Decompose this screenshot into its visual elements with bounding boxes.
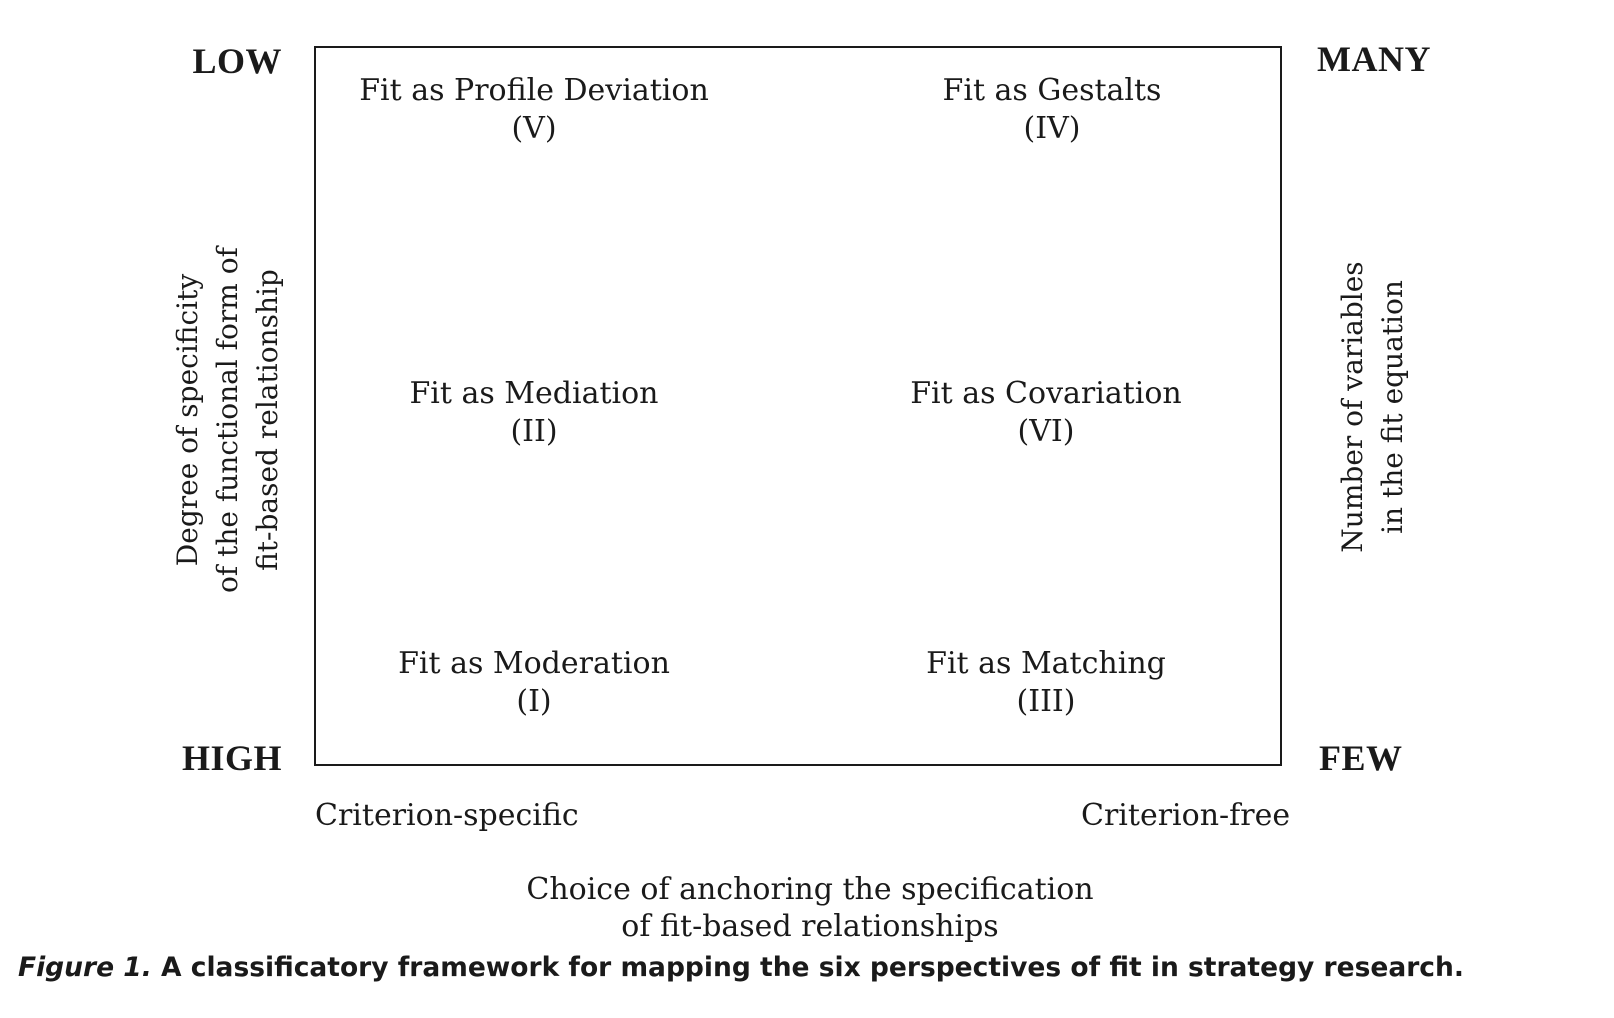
cell-numeral: (III) (1016, 684, 1076, 719)
cell-numeral: (IV) (1023, 111, 1081, 146)
figure-number: Figure 1. (18, 952, 152, 983)
bottom-axis-line: of fit-based relationships (621, 909, 999, 944)
cell-label: Fit as Matching (926, 646, 1166, 681)
bottom-axis-line: Choice of anchoring the specification (526, 872, 1094, 907)
cell-covariation: Fit as Covariation (VI) (826, 375, 1266, 451)
cell-label: Fit as Covariation (910, 376, 1182, 411)
right-axis-line: in the fit equation (1376, 280, 1409, 534)
left-axis-line: Degree of specificity (171, 273, 204, 567)
left-axis-label: Degree of specificity of the functional … (168, 120, 288, 720)
corner-label-few: FEW (1319, 738, 1403, 778)
bottom-left-end-label: Criterion-specific (315, 798, 579, 833)
caption-text: A classificatory framework for mapping t… (161, 952, 1464, 983)
right-axis-line: Number of variables (1336, 261, 1369, 553)
bottom-axis-label: Choice of anchoring the specification of… (420, 871, 1200, 945)
right-axis-label: Number of variables in the fit equation (1333, 157, 1413, 657)
cell-label: Fit as Mediation (409, 376, 659, 411)
framework-box (314, 46, 1282, 766)
cell-label: Fit as Profile Deviation (359, 73, 709, 108)
left-axis-line: fit-based relationship (251, 269, 284, 571)
cell-mediation: Fit as Mediation (II) (314, 375, 754, 451)
figure-caption: Figure 1. A classificatory framework for… (18, 952, 1608, 983)
cell-moderation: Fit as Moderation (I) (314, 645, 754, 721)
corner-label-many: MANY (1317, 39, 1431, 79)
cell-label: Fit as Gestalts (942, 73, 1162, 108)
cell-numeral: (VI) (1017, 414, 1075, 449)
left-axis-line: of the functional form of (211, 247, 244, 593)
bottom-right-end-label: Criterion-free (1081, 798, 1291, 833)
cell-numeral: (I) (516, 684, 552, 719)
corner-label-high: HIGH (181, 738, 282, 778)
cell-label: Fit as Moderation (398, 646, 670, 681)
cell-gestalts: Fit as Gestalts (IV) (832, 72, 1272, 148)
corner-label-low: LOW (192, 41, 282, 81)
cell-numeral: (V) (511, 111, 557, 146)
cell-profile-deviation: Fit as Profile Deviation (V) (314, 72, 754, 148)
cell-matching: Fit as Matching (III) (826, 645, 1266, 721)
cell-numeral: (II) (510, 414, 558, 449)
